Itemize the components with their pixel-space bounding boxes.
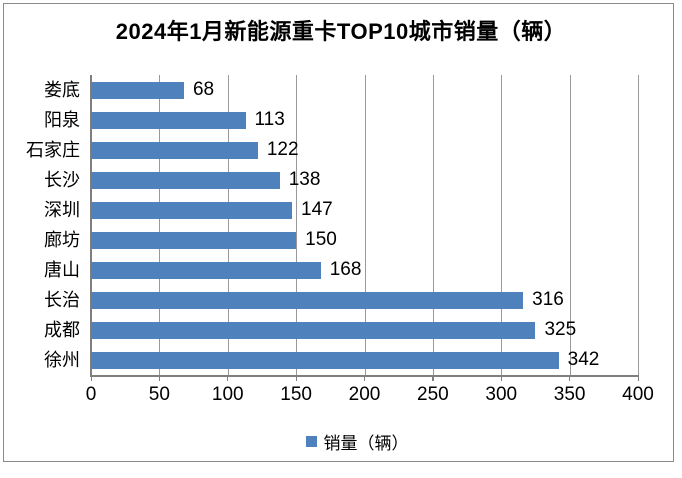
legend: 销量（辆） [16, 429, 682, 454]
bar-value-label: 342 [567, 349, 600, 370]
y-axis-line [90, 75, 92, 375]
category-label: 成都 [44, 320, 80, 340]
x-tick-label: 350 [553, 384, 586, 405]
gridline [638, 75, 639, 375]
x-tick-label: 400 [622, 384, 654, 405]
legend-swatch-icon [305, 436, 317, 447]
category-label: 娄底 [44, 80, 80, 100]
bar-value-label: 150 [305, 229, 337, 250]
gridline [364, 75, 366, 375]
chart-title: 2024年1月新能源重卡TOP10城市销量（辆） [115, 19, 567, 44]
axis-tick [364, 375, 366, 381]
bar-value-label: 113 [254, 109, 285, 130]
x-tick-label: 150 [280, 384, 312, 405]
x-tick-label: 200 [348, 384, 381, 405]
category-label: 阳泉 [44, 110, 80, 130]
bar-value-label: 147 [301, 199, 333, 220]
gridline [296, 75, 298, 375]
x-tick-label: 50 [148, 384, 170, 405]
x-tick-label: 100 [211, 384, 244, 405]
gridline [432, 75, 434, 375]
x-tick-label: 300 [485, 384, 518, 405]
bar [91, 81, 184, 99]
bar [91, 291, 524, 309]
category-label: 长沙 [44, 170, 80, 190]
axis-tick [295, 375, 297, 381]
category-label: 廊坊 [44, 230, 80, 250]
axis-tick [432, 375, 434, 381]
bar [91, 231, 297, 249]
bar-value-label: 68 [192, 79, 215, 100]
category-label: 唐山 [44, 260, 80, 280]
bar [91, 321, 536, 339]
category-label: 深圳 [44, 200, 80, 220]
x-axis-line [90, 375, 638, 377]
bar [91, 171, 280, 189]
axis-tick [500, 375, 502, 381]
bar [91, 111, 246, 129]
axis-tick [227, 375, 229, 381]
gridline [159, 75, 161, 375]
bar-value-label: 122 [266, 139, 299, 160]
bar [91, 141, 258, 159]
bar [91, 351, 559, 369]
axis-tick [637, 375, 639, 381]
x-tick-label: 0 [85, 384, 97, 405]
bar-value-label: 316 [532, 289, 564, 310]
gridline [227, 75, 229, 375]
gridline [501, 75, 503, 375]
axis-tick [158, 375, 161, 381]
gridline [569, 75, 571, 375]
legend-label: 销量（辆） [323, 434, 409, 453]
axis-tick [90, 375, 92, 381]
bar-value-label: 325 [544, 319, 577, 340]
bar-value-label: 168 [329, 259, 362, 280]
bar-value-label: 138 [288, 169, 321, 190]
bar [91, 201, 293, 219]
category-label: 石家庄 [26, 140, 80, 160]
category-label: 徐州 [44, 350, 80, 370]
category-label: 长治 [44, 290, 80, 310]
x-tick-label: 250 [417, 384, 449, 405]
axis-tick [569, 375, 571, 381]
bar [91, 261, 321, 279]
